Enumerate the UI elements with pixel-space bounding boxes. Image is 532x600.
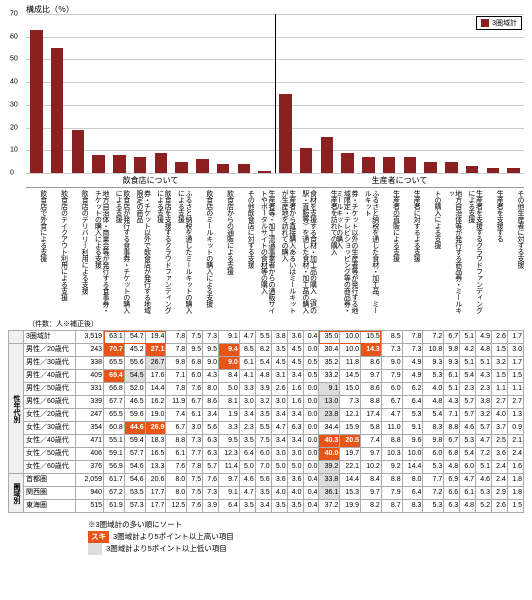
- table-legend: ※3圏域計の多い順にソート スキ3圏域計より5ポイント以上高い項目 3圏域計より…: [88, 519, 524, 555]
- count-header: （件数：人※補正後）: [8, 318, 524, 330]
- x-axis-labels: 飲食店で外食による支援飲食店のテイクアウト利用による支援飲食店のデリバリー利用に…: [26, 188, 524, 318]
- bar-chart: 構成比（％） 3圏域計 010203040506070: [26, 14, 524, 174]
- category-group-header: 飲食店について 生産者について: [26, 174, 524, 188]
- data-table: 3圏域計3,51963.154.719.47.87.57.39.14.75.53…: [8, 330, 524, 513]
